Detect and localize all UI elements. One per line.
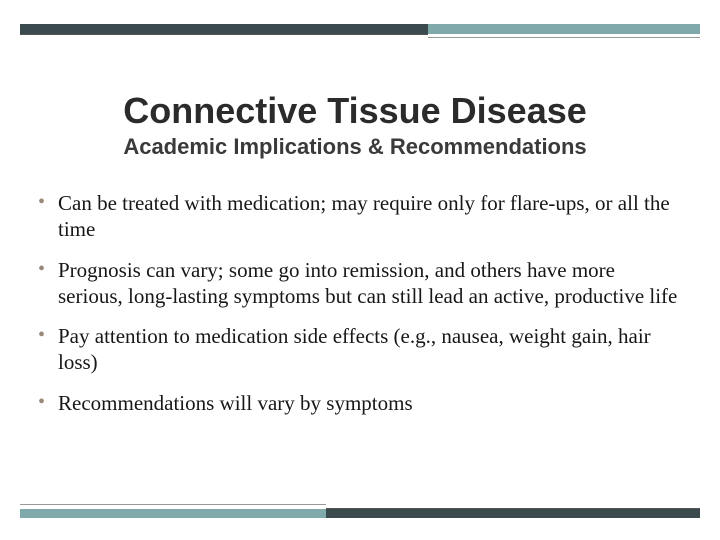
top-bar-teal xyxy=(428,24,700,34)
slide-subtitle: Academic Implications & Recommendations xyxy=(30,134,680,160)
top-underline-right xyxy=(428,37,700,38)
list-item: Can be treated with medication; may requ… xyxy=(34,190,680,243)
bullet-list: Can be treated with medication; may requ… xyxy=(30,190,680,416)
slide-content: Connective Tissue Disease Academic Impli… xyxy=(0,90,720,430)
slide-title: Connective Tissue Disease xyxy=(30,90,680,132)
bottom-bar-teal xyxy=(20,509,326,518)
top-decorative-rule xyxy=(20,24,700,38)
list-item: Recommendations will vary by symptoms xyxy=(34,390,680,416)
list-item: Prognosis can vary; some go into remissi… xyxy=(34,257,680,310)
list-item: Pay attention to medication side effects… xyxy=(34,323,680,376)
top-bar-dark xyxy=(20,24,428,34)
bottom-decorative-rule xyxy=(20,504,700,518)
bottom-bar-dark xyxy=(326,509,700,518)
top-underline-left xyxy=(20,34,428,35)
bottom-line-left xyxy=(20,504,326,505)
